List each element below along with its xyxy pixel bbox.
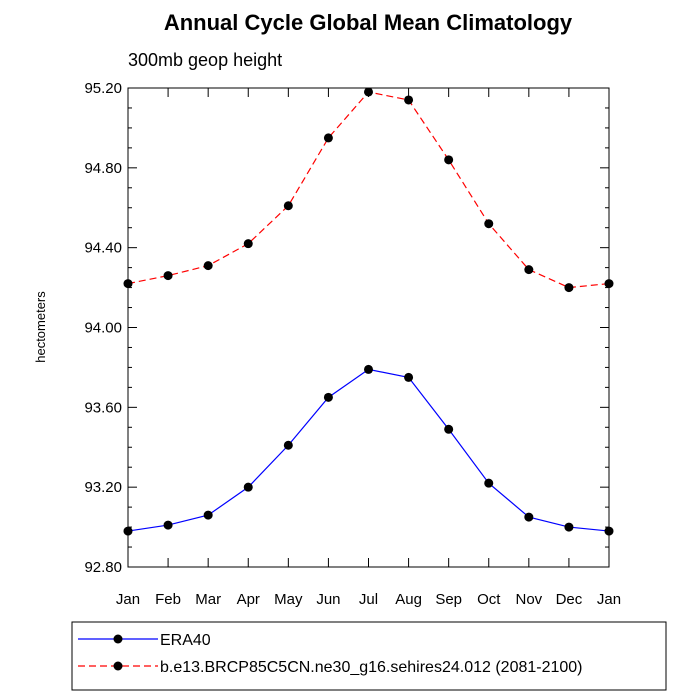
series-1-point [484, 219, 494, 229]
plot-area: 92.80 93.20 93.60 94.00 94.40 94.80 95.20 Jan F… [84, 80, 621, 608]
series-line-1 [127, 91, 610, 289]
y-tick-label: 94.00 [84, 320, 122, 337]
series-0-point [203, 510, 213, 520]
series-0-point [163, 520, 173, 530]
x-tick-label: Sep [435, 591, 462, 608]
series-layer [123, 87, 614, 536]
x-tick-label: Jan [116, 591, 140, 608]
y-tick-label: 94.40 [84, 240, 122, 257]
series-1-point [283, 201, 293, 211]
series-1-point [444, 155, 454, 165]
plot-frame [127, 87, 610, 568]
series-0-point [524, 512, 534, 522]
series-1-point [203, 261, 213, 271]
x-tick-label: Jan [597, 591, 621, 608]
legend-marker-1 [113, 661, 123, 671]
legend: ERA40 b.e13.BRCP85C5CN.ne30_g16.sehires24… [71, 621, 667, 691]
chart-title: Annual Cycle Global Mean Climatology [164, 10, 573, 35]
series-1-point [524, 265, 534, 275]
series-1-point [404, 95, 414, 105]
x-tick-label: Jul [359, 591, 378, 608]
x-tick-label: Nov [515, 591, 542, 608]
x-axis-ticks: Jan Feb Mar Apr May Jun Jul Aug Sep Oct Nov Dec Jan [116, 88, 621, 608]
series-0-point [123, 526, 133, 536]
y-tick-label: 93.20 [84, 479, 122, 496]
series-0-point [283, 440, 293, 450]
y-tick-label: 95.20 [84, 80, 122, 97]
series-1-point [364, 87, 373, 97]
series-0-point [564, 522, 574, 532]
series-1-point [123, 279, 133, 289]
x-tick-label: Oct [477, 591, 501, 608]
legend-label-0: ERA40 [160, 632, 211, 649]
y-axis-label: hectometers [33, 291, 48, 363]
series-1-point [163, 271, 173, 281]
series-0-point [323, 392, 333, 402]
series-0-point [484, 478, 494, 488]
series-0-point [243, 482, 253, 492]
y-axis-ticks: 92.80 93.20 93.60 94.00 94.40 94.80 95.20 [84, 80, 609, 576]
series-line-0 [127, 368, 610, 532]
y-tick-label: 92.80 [84, 559, 122, 576]
x-tick-label: Jun [316, 591, 340, 608]
series-1-point [604, 279, 614, 289]
y-tick-label: 93.60 [84, 399, 122, 416]
chart-subtitle: 300mb geop height [128, 50, 282, 70]
legend-marker-0 [113, 634, 123, 644]
series-1-point [323, 133, 333, 143]
x-tick-label: Aug [395, 591, 422, 608]
series-0-point [404, 372, 414, 382]
x-tick-label: Mar [195, 591, 221, 608]
legend-box [71, 621, 667, 691]
series-0-point [364, 364, 373, 374]
legend-label-1: b.e13.BRCP85C5CN.ne30_g16.sehires24.012 … [160, 659, 583, 676]
series-0-point [444, 424, 454, 434]
y-tick-label: 94.80 [84, 160, 122, 177]
x-tick-label: Dec [556, 591, 583, 608]
x-tick-label: May [274, 591, 303, 608]
series-1-point [564, 283, 574, 293]
series-0-point [604, 526, 614, 536]
series-1-point [243, 239, 253, 249]
x-tick-label: Apr [237, 591, 260, 608]
x-tick-label: Feb [155, 591, 181, 608]
